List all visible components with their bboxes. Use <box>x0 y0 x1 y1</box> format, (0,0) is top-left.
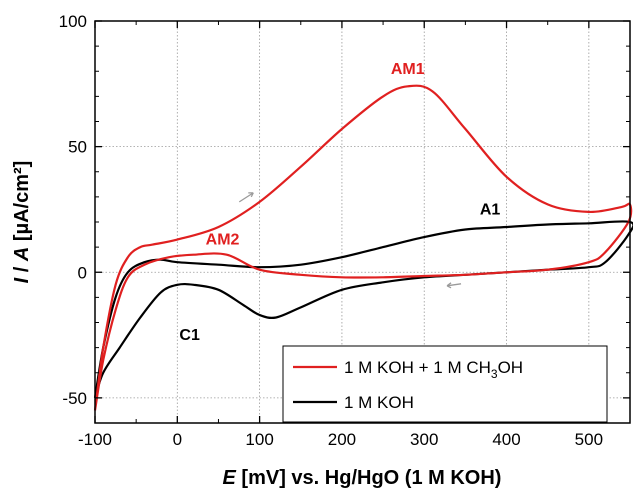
y-axis-rest: [µA/cm²] <box>11 161 33 247</box>
y-axis-symbol-2: A <box>11 247 33 262</box>
y-axis-sep: / <box>11 261 33 278</box>
legend-label-methanol: 1 M KOH + 1 M CH3OH <box>344 358 523 381</box>
y-tick-labels: -50 0 50 100 <box>59 12 87 408</box>
legend-box <box>282 345 608 423</box>
x-tick-label: 0 <box>173 430 182 449</box>
y-tick-label: 0 <box>78 263 87 282</box>
direction-arrows <box>238 192 462 289</box>
y-tick-label: 50 <box>68 138 87 157</box>
legend: 1 M KOH + 1 M CH3OH 1 M KOH <box>282 345 608 423</box>
x-tick-label: 100 <box>245 430 273 449</box>
x-tick-label: 400 <box>492 430 520 449</box>
y-tick-label: -50 <box>62 389 87 408</box>
x-tick-label: -100 <box>78 430 112 449</box>
legend-label-methanol-sub: 3 <box>491 367 498 381</box>
y-tick-label: 100 <box>59 12 87 31</box>
legend-label-methanol-tail: OH <box>498 358 524 377</box>
arrow-backward-scan <box>446 283 462 287</box>
x-tick-labels: -100 0 100 200 300 400 500 <box>78 430 603 449</box>
legend-label-methanol-main: 1 M KOH + 1 M CH <box>344 358 491 377</box>
annotations: AM1 AM2 A1 C1 <box>179 61 500 344</box>
annotation-c1: C1 <box>179 327 200 344</box>
x-tick-label: 500 <box>575 430 603 449</box>
annotation-a1: A1 <box>480 201 501 218</box>
arrow-forward-scan <box>238 192 254 203</box>
legend-label-koh: 1 M KOH <box>344 393 414 412</box>
x-axis-symbol: E <box>223 467 237 489</box>
y-axis-title: I / A [µA/cm²] <box>11 161 33 284</box>
x-axis-rest: [mV] vs. Hg/HgO (1 M KOH) <box>236 467 502 489</box>
annotation-am2: AM2 <box>206 232 240 249</box>
x-tick-label: 200 <box>328 430 356 449</box>
y-axis-symbol-1: I <box>11 277 33 283</box>
series-line-koh <box>93 220 633 399</box>
x-axis-title: E [mV] vs. Hg/HgO (1 M KOH) <box>223 467 502 489</box>
x-tick-label: 300 <box>410 430 438 449</box>
arrow-forward-head <box>248 192 254 198</box>
annotation-am1: AM1 <box>391 61 425 78</box>
arrow-backward-head <box>446 282 452 289</box>
